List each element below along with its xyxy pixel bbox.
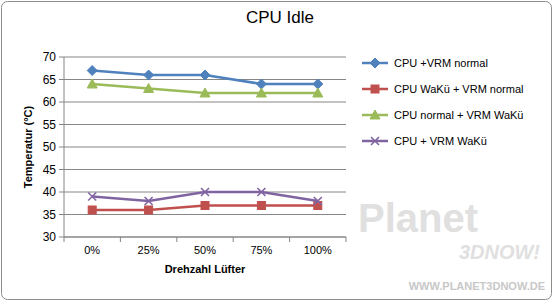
watermark: WWW.PLANET3DNOW.DE [409, 280, 545, 292]
x-axis-label: Drehzahl Lüfter [165, 263, 246, 275]
grid-line [64, 102, 346, 103]
grid-line [64, 147, 346, 148]
y-tick [59, 169, 64, 170]
legend-label: CPU +VRM normal [394, 57, 488, 69]
point [201, 188, 209, 196]
x-tick-label: 50% [194, 244, 216, 256]
series-line [92, 71, 318, 85]
x-tick [346, 237, 347, 242]
x-tick [64, 237, 65, 242]
point [256, 88, 266, 97]
y-tick-label: 45 [43, 163, 57, 177]
grid-line [64, 124, 346, 125]
y-tick-label: 65 [43, 73, 57, 87]
point [144, 84, 154, 93]
point [87, 79, 97, 88]
title: CPU Idle [246, 8, 314, 27]
watermark: Planet [358, 196, 478, 240]
x-tick-label: 100% [304, 244, 332, 256]
legend-label: CPU + VRM WaKü [394, 135, 487, 147]
point [313, 88, 323, 97]
point [87, 66, 97, 76]
y-tick [59, 124, 64, 125]
point [88, 206, 96, 214]
chart: 30 35 40 45 50 55 60 65 70 0% 25% 50% 75% 100% CPU Idl… [0, 0, 553, 301]
chart-border [2, 2, 552, 300]
x-tick-label: 0% [84, 244, 100, 256]
point [200, 70, 210, 80]
point [257, 202, 265, 210]
y-tick-label: 70 [43, 50, 57, 64]
x-axis [64, 237, 346, 238]
grid-line [64, 237, 346, 238]
y-tick-label: 55 [43, 118, 57, 132]
point [201, 202, 209, 210]
plot-data [87, 66, 323, 215]
y-tick-label: 30 [43, 230, 57, 244]
grid-line [64, 169, 346, 170]
y-tick-label: 35 [43, 208, 57, 222]
y-tick [59, 147, 64, 148]
point [145, 206, 153, 214]
y-tick [59, 79, 64, 80]
point [257, 188, 265, 196]
point [314, 197, 322, 205]
x-tick-label: 75% [250, 244, 272, 256]
y-tick [59, 214, 64, 215]
point [145, 197, 153, 205]
x-tick [289, 237, 290, 242]
legend-label: CPU WaKü + VRM normal [394, 83, 524, 95]
point [144, 70, 154, 80]
series-line [92, 192, 318, 201]
legend-marker [370, 110, 380, 119]
y-tick [59, 102, 64, 103]
point [88, 193, 96, 201]
y-axis [64, 57, 65, 237]
x-tick [233, 237, 234, 242]
point [200, 88, 210, 97]
y-tick-label: 40 [43, 185, 57, 199]
y-tick-label: 50 [43, 140, 57, 154]
watermark: 3DNOW! [459, 241, 540, 263]
grid-line [64, 214, 346, 215]
x-tick-label: 25% [138, 244, 160, 256]
y-axis-label: Temperatur (°C) [22, 105, 34, 188]
y-tick [59, 237, 64, 238]
legend-marker [370, 58, 380, 68]
grid-line [64, 57, 346, 58]
legend-marker [371, 85, 379, 93]
legend-marker [371, 137, 379, 145]
x-tick [176, 237, 177, 242]
x-tick [120, 237, 121, 242]
legend-label: CPU normal + VRM WaKü [394, 109, 524, 121]
y-tick [59, 57, 64, 58]
y-tick-label: 60 [43, 95, 57, 109]
y-tick [59, 192, 64, 193]
